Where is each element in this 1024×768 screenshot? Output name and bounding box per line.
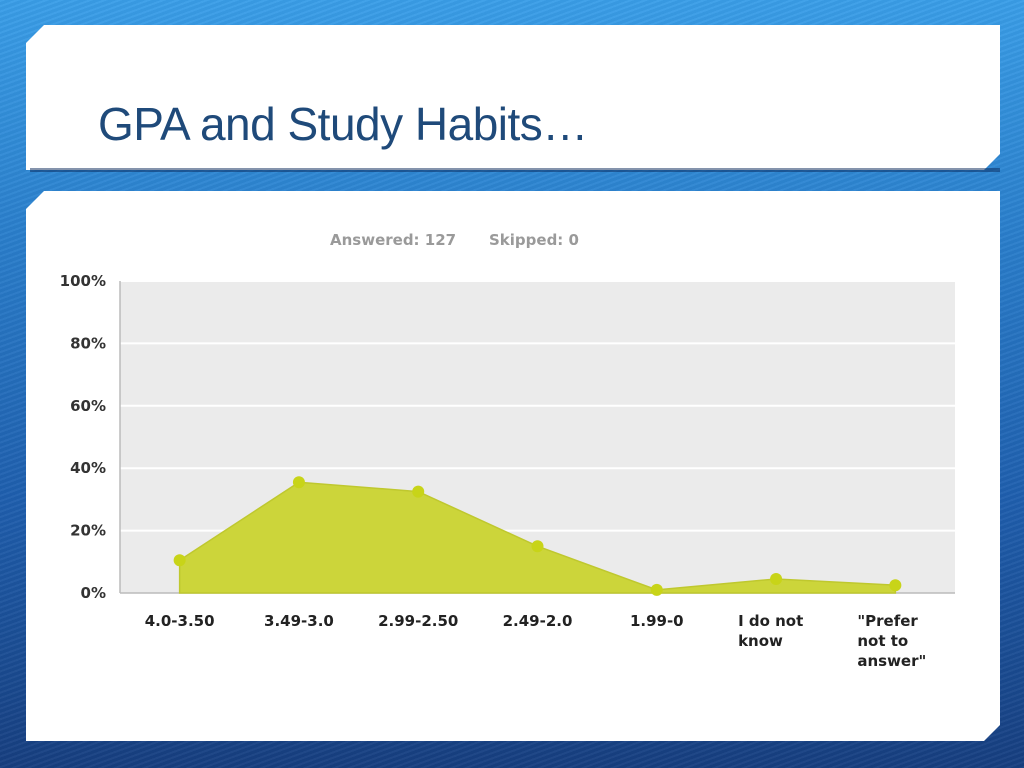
data-point	[770, 573, 782, 585]
skipped-count: Skipped: 0	[489, 231, 579, 249]
y-tick-label: 80%	[70, 334, 106, 352]
data-point	[651, 584, 663, 596]
x-tick-label: 1.99-0	[630, 612, 684, 630]
x-tick-label: 2.49-2.0	[503, 612, 573, 630]
data-point	[532, 540, 544, 552]
answered-count: Answered: 127	[330, 231, 457, 249]
x-tick-label: 4.0-3.50	[145, 612, 215, 630]
title-panel-shadow	[30, 168, 1000, 172]
data-point	[889, 579, 901, 591]
y-tick-label: 100%	[60, 272, 106, 290]
slide-title: GPA and Study Habits…	[98, 98, 588, 150]
x-tick-label: 2.99-2.50	[378, 612, 458, 630]
area-chart: 0% 20% 40% 60% 80% 100% 4.0-3.50 3.49-3.0 2.99-2…	[26, 191, 1000, 741]
y-tick-label: 40%	[70, 459, 106, 477]
x-tick-label: I do not know	[738, 612, 803, 650]
x-tick-label: "Prefer not to answer"	[857, 612, 926, 670]
data-point	[412, 486, 424, 498]
y-tick-label: 20%	[70, 522, 106, 540]
x-tick-label: 3.49-3.0	[264, 612, 334, 630]
content-panel: Answered: 127 Skipped: 0 0% 20% 40% 60% 80% 1…	[26, 191, 1000, 741]
data-point	[174, 554, 186, 566]
title-panel: GPA and Study Habits…	[26, 25, 1000, 170]
y-tick-label: 0%	[81, 584, 106, 602]
y-tick-label: 60%	[70, 397, 106, 415]
data-point	[293, 476, 305, 488]
